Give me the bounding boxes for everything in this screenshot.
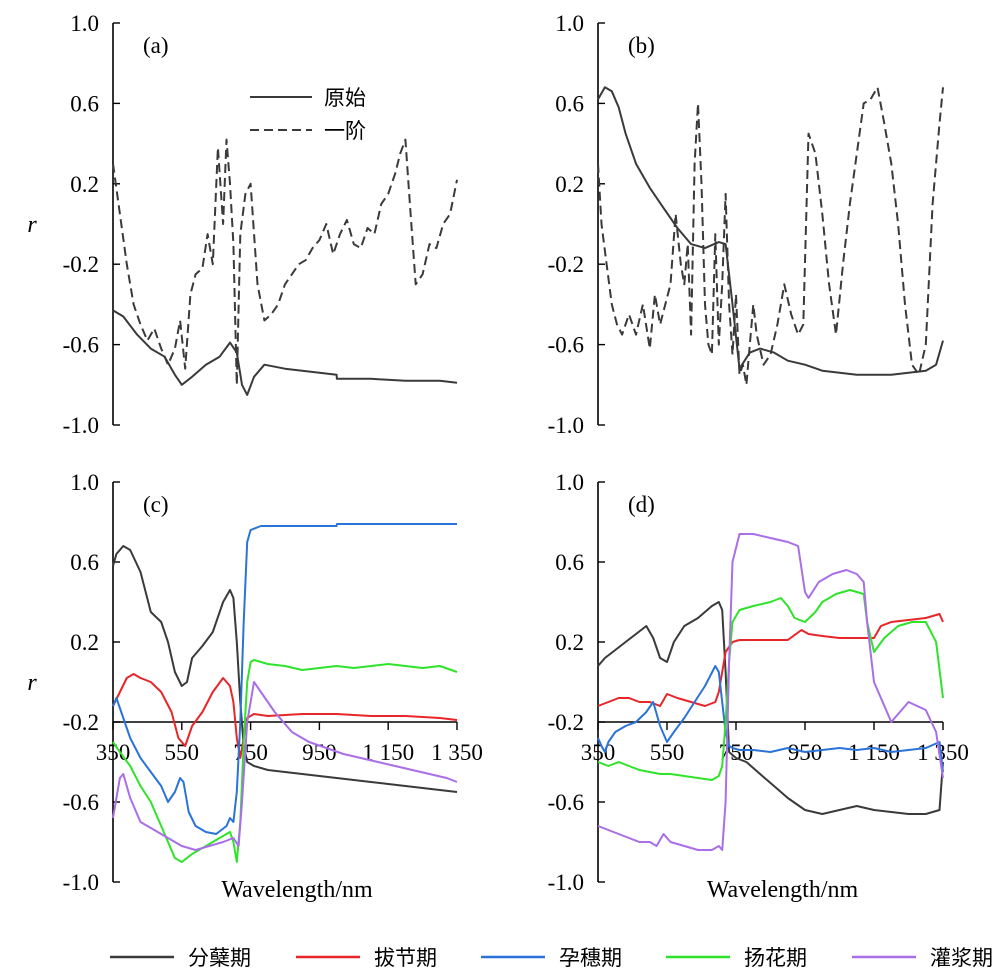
y-tick-label: 1.0 <box>555 470 584 495</box>
y-axis-label: r <box>27 212 37 238</box>
x-tick-label: 1 350 <box>917 740 969 765</box>
series-line-孕穗期 <box>112 523 457 835</box>
series-line-灌浆期 <box>112 681 458 851</box>
x-tick-label: 1 350 <box>431 740 483 765</box>
y-tick-label: -0.6 <box>548 790 584 815</box>
x-tick-label: 1 150 <box>362 740 414 765</box>
y-tick-label: 1.0 <box>555 11 584 36</box>
x-tick-label: 550 <box>650 740 685 765</box>
y-tick-label: 0.2 <box>555 630 584 655</box>
panel-label: (c) <box>143 492 169 517</box>
y-tick-label: 0.2 <box>70 172 99 197</box>
legend-label: 拔节期 <box>374 946 437 970</box>
y-tick-label: 0.2 <box>70 630 99 655</box>
x-tick-label: 550 <box>165 740 200 765</box>
series-line-孕穗期 <box>597 665 944 773</box>
y-tick-label: 0.6 <box>555 550 584 575</box>
y-tick-label: -1.0 <box>548 870 584 895</box>
legend-label: 灌浆期 <box>930 946 993 970</box>
legend-label: 一阶 <box>324 119 366 143</box>
series-line-原始 <box>112 309 458 396</box>
y-tick-label: 0.6 <box>70 91 99 116</box>
panel-label: (a) <box>143 33 169 58</box>
y-tick-label: 0.6 <box>70 550 99 575</box>
series-line-扬花期 <box>112 659 458 863</box>
panel-label: (d) <box>628 492 655 517</box>
series-line-拔节期 <box>597 613 944 707</box>
legend-label: 分蘖期 <box>188 946 251 970</box>
legend-label: 原始 <box>324 86 366 110</box>
y-tick-label: 1.0 <box>70 11 99 36</box>
series-line-灌浆期 <box>597 533 944 851</box>
y-tick-label: -0.2 <box>63 252 99 277</box>
y-tick-label: -1.0 <box>548 413 584 438</box>
x-tick-label: 350 <box>96 740 131 765</box>
y-axis-label: r <box>27 670 37 696</box>
series-line-拔节期 <box>112 673 458 759</box>
series-line-一阶 <box>112 138 458 386</box>
y-tick-label: -0.6 <box>548 333 584 358</box>
x-axis-label: Wavelength/nm <box>707 877 859 903</box>
x-tick-label: 950 <box>302 740 337 765</box>
series-line-分蘖期 <box>112 545 458 793</box>
y-tick-label: -0.6 <box>63 790 99 815</box>
y-tick-label: 1.0 <box>70 470 99 495</box>
y-tick-label: -1.0 <box>63 413 99 438</box>
y-tick-label: -0.2 <box>548 252 584 277</box>
panel-b: 1.0 0.6 0.2 -0.2 -0.6 -1.0 (b) <box>548 11 944 438</box>
x-tick-label: 350 <box>581 740 616 765</box>
legend-label: 扬花期 <box>744 946 807 970</box>
series-line-扬花期 <box>597 589 944 781</box>
bottom-legend: 分蘖期 拔节期 孕穗期 扬花期 灌浆期 <box>110 946 993 970</box>
y-tick-label: -0.6 <box>63 333 99 358</box>
y-tick-label: -0.2 <box>63 710 99 735</box>
y-tick-label: 0.2 <box>555 172 584 197</box>
series-line-一阶 <box>597 86 944 386</box>
y-tick-label: -0.2 <box>548 710 584 735</box>
panel-label: (b) <box>628 33 655 58</box>
y-tick-label: 0.6 <box>555 91 584 116</box>
y-tick-label: -1.0 <box>63 870 99 895</box>
legend-label: 孕穗期 <box>559 946 622 970</box>
x-axis-label: Wavelength/nm <box>221 877 373 903</box>
series-line-原始 <box>597 86 944 376</box>
